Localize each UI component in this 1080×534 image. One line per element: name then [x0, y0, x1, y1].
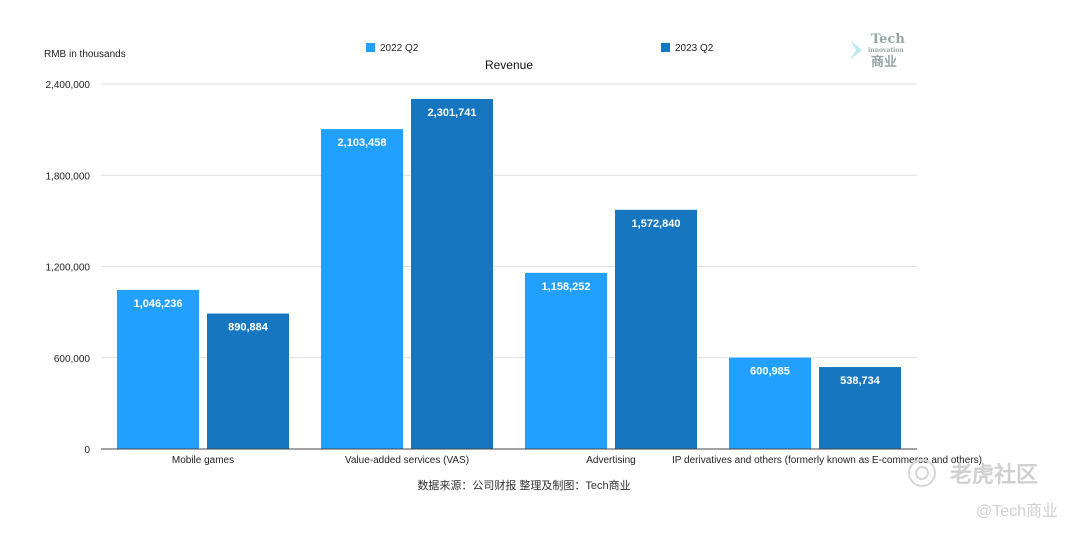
logo-line2: innovation [868, 47, 904, 54]
legend-swatch [366, 43, 375, 52]
bar-2022-q2-0 [117, 289, 199, 449]
legend-label: 2023 Q2 [675, 43, 714, 54]
category-labels: Mobile games Value-added services (VAS) Ad… [172, 455, 982, 466]
data-labels: 1,046,236 890,884 2,103,458 2,301,741 1,158,… [134, 107, 881, 387]
watermark: 老虎社区 @Tech商业 [908, 459, 1058, 520]
bar-2023-q2-0 [207, 313, 289, 449]
data-label: 2,103,458 [338, 137, 387, 149]
source-note: 数据来源：公司财报 整理及制图：Tech商业 [417, 478, 630, 492]
bar-2023-q2-2 [615, 209, 697, 449]
category-label: Mobile games [172, 455, 234, 466]
y-tick-label: 600,000 [54, 354, 91, 365]
bar-2022-q2-3 [729, 357, 811, 449]
tech-logo: Tech innovation 商业 [850, 32, 905, 70]
logo-line1: Tech [871, 32, 905, 47]
logo-line3: 商业 [871, 54, 897, 70]
y-axis-label: RMB in thousands [44, 49, 126, 60]
data-label: 2,301,741 [428, 107, 477, 119]
y-tick-label: 1,800,000 [46, 171, 91, 182]
category-label: IP derivatives and others (formerly know… [672, 455, 982, 466]
category-label: Advertising [586, 455, 635, 466]
y-tick-label: 2,400,000 [46, 80, 91, 91]
data-label: 538,734 [840, 375, 881, 387]
watermark-logo-icon-inner [915, 466, 929, 480]
legend-label: 2022 Q2 [380, 43, 419, 54]
legend: 2022 Q2 2023 Q2 [366, 43, 714, 54]
logo-chevron-icon [850, 40, 862, 60]
y-tick-label: 1,200,000 [46, 263, 91, 274]
watermark-brand: 老虎社区 [949, 462, 1038, 487]
data-label: 600,985 [750, 366, 790, 378]
category-label: Value-added services (VAS) [345, 455, 469, 466]
chart-title: Revenue [485, 58, 533, 72]
data-label: 1,158,252 [542, 281, 591, 293]
bars [117, 98, 901, 450]
y-tick-labels: 0 600,000 1,200,000 1,800,000 2,400,000 [46, 80, 91, 456]
data-label: 1,046,236 [134, 298, 183, 310]
bar-2023-q2-3 [819, 367, 901, 449]
bar-2022-q2-1 [321, 129, 403, 449]
data-label: 1,572,840 [632, 218, 681, 230]
y-tick-label: 0 [84, 445, 90, 456]
legend-swatch [661, 43, 670, 52]
watermark-logo-icon [908, 459, 936, 487]
bar-2023-q2-1 [411, 98, 493, 450]
watermark-handle: @Tech商业 [976, 502, 1058, 520]
bar-2022-q2-2 [525, 272, 607, 449]
data-label: 890,884 [228, 322, 269, 334]
